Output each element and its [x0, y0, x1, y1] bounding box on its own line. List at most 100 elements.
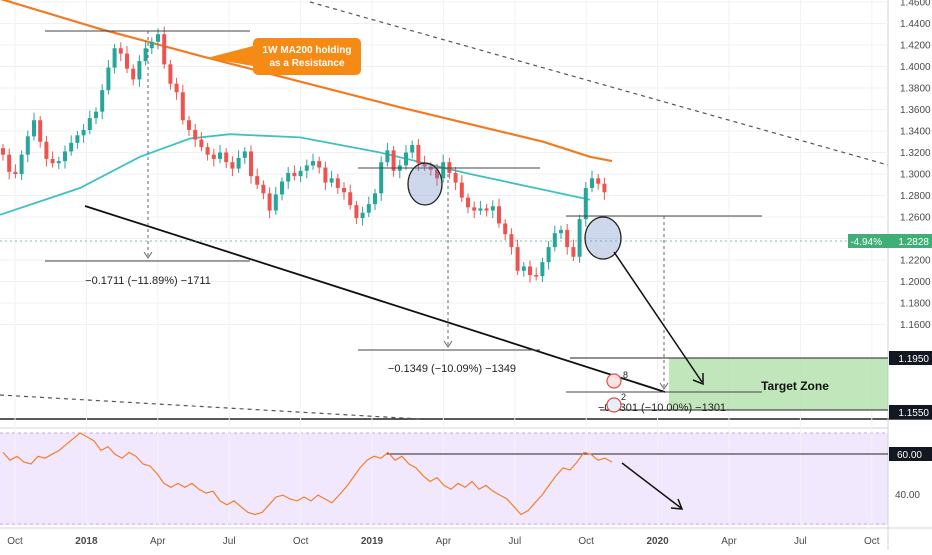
candle-body	[484, 208, 489, 211]
candle-body	[63, 151, 67, 162]
dashed-lower-trendline	[0, 394, 421, 420]
candle-body	[435, 169, 439, 179]
candle-body	[168, 64, 173, 84]
candle-body	[565, 229, 570, 248]
candle-body	[25, 136, 30, 155]
candle-body	[497, 206, 501, 224]
candle-body	[261, 184, 266, 194]
measure-2: −0.1349 (−10.09%) −1349	[358, 167, 540, 375]
candle-body	[286, 172, 291, 182]
candle-body	[149, 41, 154, 49]
price-tick-label: 1.3000	[900, 170, 931, 181]
candle-body	[218, 152, 222, 159]
candle-body	[298, 170, 303, 177]
time-tick-label: Oct	[7, 536, 23, 547]
zone-bottom-value: 1.1550	[898, 408, 929, 419]
candle-body	[490, 206, 495, 211]
circle-current-top	[584, 216, 622, 260]
candle-body	[193, 129, 198, 140]
candle-body	[521, 266, 526, 271]
price-tick-label: 1.4400	[900, 19, 931, 30]
candle-body	[174, 83, 179, 93]
candle-body	[106, 67, 111, 91]
projection-arrow-rsi-head	[670, 498, 684, 510]
candle-body	[509, 234, 514, 248]
price-tick-label: 1.3200	[900, 148, 931, 159]
candle-body	[311, 161, 315, 166]
measure-1-arrow	[143, 251, 153, 259]
candle-body	[19, 154, 24, 174]
candle-body	[50, 158, 55, 164]
price-tick-label: 1.3600	[900, 105, 931, 116]
candle-body	[56, 161, 61, 164]
candle-body	[540, 262, 545, 277]
time-tick-label: Oct	[578, 536, 594, 547]
candle-body	[342, 187, 346, 193]
candle-body	[354, 205, 359, 219]
projection-arrow-rsi	[621, 462, 684, 510]
candle-body	[13, 171, 18, 174]
candle-body	[528, 266, 532, 276]
callout-box	[253, 38, 361, 75]
candle-body	[459, 182, 464, 198]
measure-2-arrow	[443, 340, 453, 348]
projection-arrow-price-shaft	[613, 251, 703, 383]
time-tick-label: Jul	[794, 536, 807, 547]
candle-body	[199, 139, 204, 148]
candle-body	[379, 162, 384, 194]
rsi-band	[0, 433, 888, 525]
measure-3-arrow	[659, 382, 669, 390]
candle-body	[329, 178, 334, 183]
last-price-value: 1.2828	[898, 237, 929, 248]
candle-body	[112, 48, 117, 68]
time-tick-label: Oct	[864, 536, 880, 547]
candle-body	[131, 68, 136, 80]
zone-top-badge-bg	[889, 351, 932, 365]
candle-body	[280, 181, 284, 195]
candle-body	[385, 150, 390, 163]
zone-bottom-badge-bg	[889, 405, 932, 419]
price-tick-label: 1.2200	[900, 256, 931, 267]
candle-body	[236, 157, 241, 169]
candle-body	[137, 61, 142, 80]
event-marker-8[interactable]: 8	[606, 370, 628, 389]
candle-body	[267, 193, 272, 211]
projection-arrow-price-head	[692, 373, 704, 386]
callout-line-2: as a Resistance	[269, 58, 344, 69]
candle-body	[503, 223, 508, 235]
rsi-level-40: 40.00	[895, 490, 920, 501]
candle-body	[7, 154, 12, 172]
time-tick-label: Jul	[223, 536, 236, 547]
last-price-change: -4.94%	[850, 237, 882, 248]
candle-body	[478, 208, 483, 211]
zone-bottom-badge: 1.1550	[889, 405, 932, 419]
zone-top-badge: 1.1950	[889, 351, 932, 365]
measure-1-label: −0.1711 (−11.89%) −1711	[85, 275, 211, 287]
candle-body	[44, 141, 49, 159]
rsi-line	[2, 432, 613, 516]
candle-body	[335, 178, 340, 188]
candle-body	[38, 120, 43, 142]
projection-arrow-price	[613, 251, 704, 386]
candle-body	[118, 48, 123, 54]
rsi-60-badge-bg	[889, 447, 932, 461]
candle-body	[546, 247, 551, 263]
candle-body	[230, 162, 235, 169]
candle-body	[590, 178, 594, 188]
candles	[1, 26, 607, 283]
candle-body	[472, 207, 477, 211]
time-tick-label: Apr	[150, 536, 166, 547]
time-tick-label: Apr	[721, 536, 737, 547]
candle-body	[100, 90, 105, 112]
candle-body	[180, 92, 185, 121]
candle-body	[571, 247, 576, 257]
rsi-level-60: 60.00	[897, 450, 922, 461]
event-marker-2[interactable]: 2	[606, 392, 626, 413]
target-zone-label: Target Zone	[761, 379, 829, 393]
candle-body	[317, 161, 322, 168]
candle-body	[211, 154, 216, 159]
candle-body	[187, 120, 191, 130]
candle-body	[583, 187, 588, 220]
last-price-badge: -4.94% 1.2828	[848, 234, 932, 248]
